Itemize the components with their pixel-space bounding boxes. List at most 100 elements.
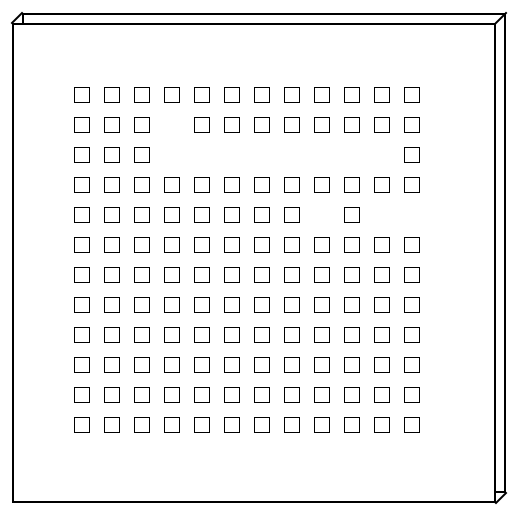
ball-pad-r5-c11 (404, 237, 420, 253)
ball-pad-r3-c9 (344, 177, 360, 193)
ball-pad-r8-c2 (134, 327, 150, 343)
ball-pad-r3-c1 (104, 177, 120, 193)
ball-pad-r1-c2 (134, 117, 150, 133)
ball-pad-r9-c4 (194, 357, 210, 373)
ball-pad-r10-c7 (284, 387, 300, 403)
ball-pad-r4-c9 (344, 207, 360, 223)
ball-pad-r4-c5 (224, 207, 240, 223)
ball-pad-r1-c1 (104, 117, 120, 133)
ball-pad-r2-c0 (74, 147, 90, 163)
ball-pad-r1-c10 (374, 117, 390, 133)
ball-pad-r0-c8 (314, 87, 330, 103)
ball-pad-r7-c3 (164, 297, 180, 313)
ball-pad-r0-c4 (194, 87, 210, 103)
ball-pad-r1-c11 (404, 117, 420, 133)
ball-pad-r3-c4 (194, 177, 210, 193)
ball-pad-r8-c11 (404, 327, 420, 343)
ball-pad-r10-c4 (194, 387, 210, 403)
ball-pad-r3-c3 (164, 177, 180, 193)
ball-pad-r1-c7 (284, 117, 300, 133)
ball-pad-r3-c5 (224, 177, 240, 193)
diagram-stage (0, 0, 509, 512)
ball-pad-r3-c8 (314, 177, 330, 193)
ball-pad-r5-c7 (284, 237, 300, 253)
ball-pad-r7-c11 (404, 297, 420, 313)
ball-pad-r5-c10 (374, 237, 390, 253)
ball-pad-r10-c11 (404, 387, 420, 403)
ball-pad-r7-c4 (194, 297, 210, 313)
ball-pad-r10-c1 (104, 387, 120, 403)
ball-pad-r8-c6 (254, 327, 270, 343)
ball-pad-r11-c5 (224, 417, 240, 433)
ball-pad-r9-c8 (314, 357, 330, 373)
ball-pad-r10-c6 (254, 387, 270, 403)
ball-pad-r11-c11 (404, 417, 420, 433)
ball-pad-r5-c3 (164, 237, 180, 253)
ball-pad-r9-c9 (344, 357, 360, 373)
ball-pad-r8-c4 (194, 327, 210, 343)
ball-pad-r11-c2 (134, 417, 150, 433)
ball-pad-r0-c10 (374, 87, 390, 103)
ball-pad-r6-c0 (74, 267, 90, 283)
ball-pad-r1-c6 (254, 117, 270, 133)
ball-pad-r6-c1 (104, 267, 120, 283)
ball-pad-r6-c8 (314, 267, 330, 283)
ball-pad-r0-c11 (404, 87, 420, 103)
ball-pad-r7-c0 (74, 297, 90, 313)
ball-pad-r11-c8 (314, 417, 330, 433)
ball-pad-r7-c6 (254, 297, 270, 313)
ball-pad-r4-c2 (134, 207, 150, 223)
ball-pad-r3-c10 (374, 177, 390, 193)
ball-pad-r2-c11 (404, 147, 420, 163)
ball-pad-r3-c0 (74, 177, 90, 193)
ball-pad-r10-c8 (314, 387, 330, 403)
ball-pad-r7-c7 (284, 297, 300, 313)
ball-pad-r5-c1 (104, 237, 120, 253)
ball-pad-r9-c6 (254, 357, 270, 373)
ball-pad-r3-c7 (284, 177, 300, 193)
ball-pad-r10-c0 (74, 387, 90, 403)
ball-pad-r10-c3 (164, 387, 180, 403)
ball-pad-r11-c3 (164, 417, 180, 433)
ball-pad-r1-c0 (74, 117, 90, 133)
ball-pad-r0-c9 (344, 87, 360, 103)
ball-pad-r2-c2 (134, 147, 150, 163)
ball-pad-r9-c7 (284, 357, 300, 373)
ball-pad-r6-c11 (404, 267, 420, 283)
ball-pad-r3-c6 (254, 177, 270, 193)
ball-pad-r0-c2 (134, 87, 150, 103)
ball-pad-r9-c11 (404, 357, 420, 373)
ball-pad-r8-c9 (344, 327, 360, 343)
ball-pad-r7-c5 (224, 297, 240, 313)
ball-pad-r11-c4 (194, 417, 210, 433)
ball-pad-r8-c0 (74, 327, 90, 343)
ball-pad-r5-c6 (254, 237, 270, 253)
ball-pad-r11-c10 (374, 417, 390, 433)
ball-pad-r9-c2 (134, 357, 150, 373)
ball-pad-r9-c3 (164, 357, 180, 373)
ball-pad-r2-c1 (104, 147, 120, 163)
ball-pad-r9-c1 (104, 357, 120, 373)
ball-pad-r11-c7 (284, 417, 300, 433)
ball-pad-r5-c5 (224, 237, 240, 253)
ball-pad-r7-c10 (374, 297, 390, 313)
ball-pad-r9-c0 (74, 357, 90, 373)
ball-pad-r4-c3 (164, 207, 180, 223)
ball-pad-r6-c6 (254, 267, 270, 283)
ball-pad-r6-c9 (344, 267, 360, 283)
ball-pad-r7-c9 (344, 297, 360, 313)
ball-pad-r0-c7 (284, 87, 300, 103)
ball-pad-r0-c0 (74, 87, 90, 103)
ball-pad-r4-c6 (254, 207, 270, 223)
ball-pad-r0-c6 (254, 87, 270, 103)
ball-pad-r6-c3 (164, 267, 180, 283)
ball-pad-r4-c1 (104, 207, 120, 223)
ball-pad-r0-c1 (104, 87, 120, 103)
ball-pad-r5-c8 (314, 237, 330, 253)
ball-pad-r9-c10 (374, 357, 390, 373)
ball-pad-r1-c4 (194, 117, 210, 133)
ball-pad-r6-c10 (374, 267, 390, 283)
ball-pad-r7-c2 (134, 297, 150, 313)
ball-pad-r6-c5 (224, 267, 240, 283)
ball-pad-r4-c7 (284, 207, 300, 223)
